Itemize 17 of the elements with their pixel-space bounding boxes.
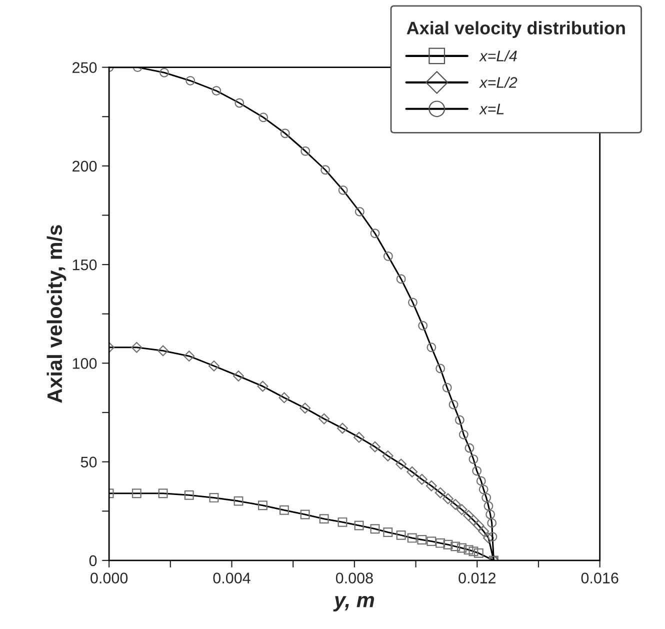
y-tick-label: 50 [80, 456, 97, 468]
x-tick-label: 0.008 [336, 572, 373, 584]
x-tick-label: 0.000 [90, 572, 128, 584]
y-tick-label: 150 [72, 259, 97, 270]
y-tick-label: 0 [89, 555, 97, 566]
legend-title: Axial velocity distribution [406, 21, 625, 38]
legend-label: x=L/2 [479, 76, 518, 88]
y-axis-title: Axial velocity, m/s [46, 225, 66, 403]
x-axis-title: y, m [333, 596, 374, 612]
x-tick-label: 0.016 [581, 572, 618, 584]
legend-label: x=L [479, 104, 504, 114]
x-tick-label: 0.012 [458, 572, 496, 584]
y-tick-label: 250 [72, 62, 97, 73]
legend-label: x=L/4 [479, 50, 517, 62]
y-tick-label: 200 [72, 160, 97, 172]
y-tick-label: 100 [72, 358, 97, 369]
x-tick-label: 0.004 [213, 572, 250, 584]
